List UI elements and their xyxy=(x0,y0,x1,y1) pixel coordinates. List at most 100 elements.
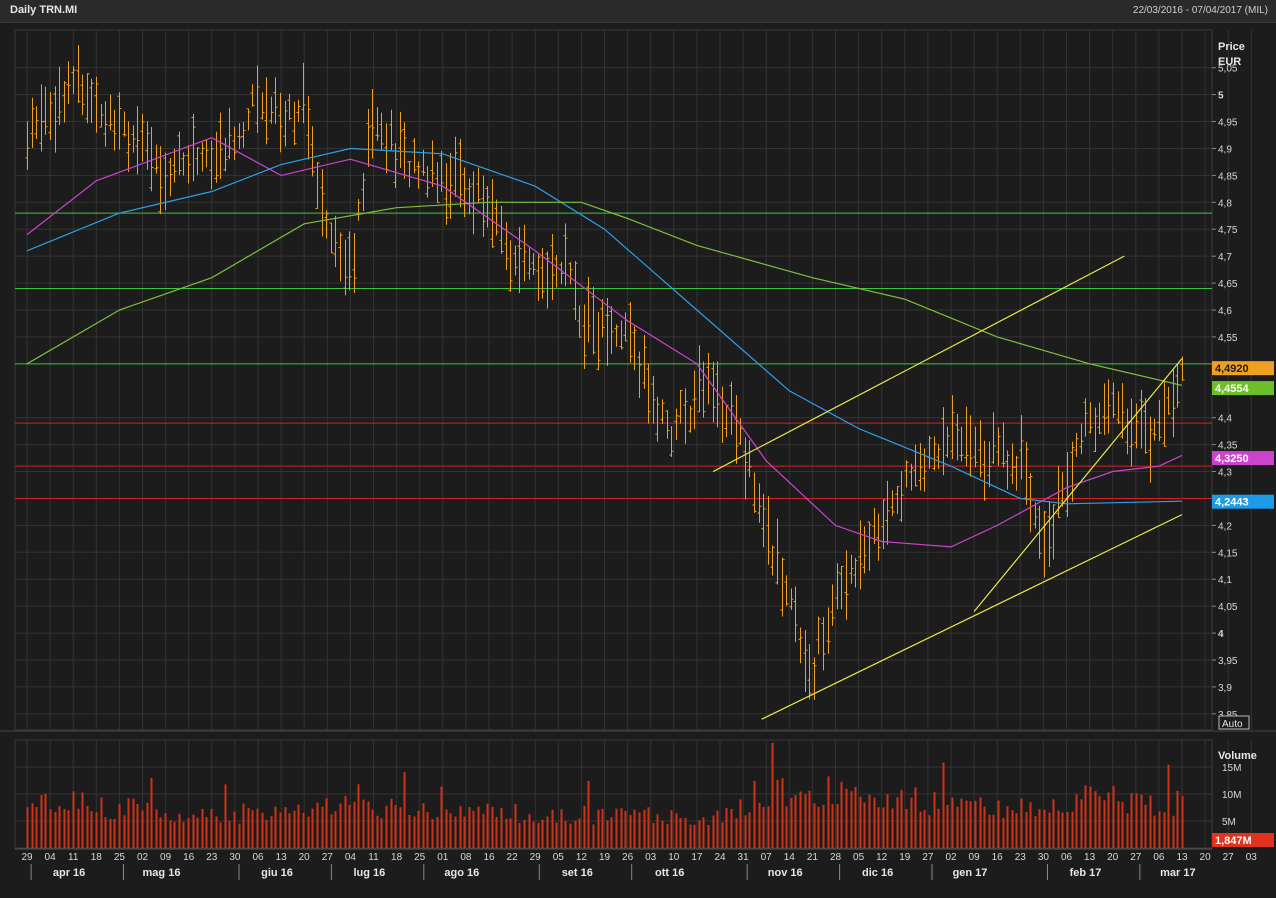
volume-bar xyxy=(261,812,264,848)
volume-bar xyxy=(100,797,103,848)
price-bar xyxy=(99,104,104,128)
volume-bar xyxy=(297,804,300,848)
price-bar xyxy=(1079,423,1084,455)
price-bar xyxy=(978,420,983,478)
price-bar xyxy=(435,161,440,204)
day-label: 29 xyxy=(21,852,33,863)
price-bar xyxy=(724,404,729,438)
volume-bar xyxy=(974,800,977,848)
volume-bar xyxy=(288,813,291,848)
price-bar xyxy=(890,490,895,517)
volume-bar xyxy=(390,798,393,848)
day-label: 03 xyxy=(1246,852,1258,863)
volume-bar xyxy=(491,806,494,848)
month-label: mar 17 xyxy=(1160,867,1195,879)
price-bar xyxy=(683,388,688,444)
volume-bar xyxy=(914,787,917,848)
day-label: 13 xyxy=(1084,852,1096,863)
price-bar xyxy=(973,426,978,468)
volume-bar xyxy=(449,813,452,848)
price-bar xyxy=(959,426,964,462)
volume-bar xyxy=(560,809,563,848)
price-bar xyxy=(688,405,693,433)
volume-bar xyxy=(808,790,811,848)
volume-bar xyxy=(376,815,379,848)
price-bar xyxy=(563,223,568,287)
price-bar xyxy=(711,361,716,423)
day-label: 20 xyxy=(299,852,311,863)
volume-bar xyxy=(758,802,761,848)
price-bar xyxy=(623,312,628,342)
price-tick-label: 4,4 xyxy=(1218,414,1232,425)
time-axis: 29 04 11 18 25 02 09 16 23 30 06 13 20 27 04 11 18 25 01 08… xyxy=(15,848,1258,880)
volume-bar xyxy=(293,810,296,848)
price-bar xyxy=(1106,379,1111,434)
moving-average-line xyxy=(26,147,1183,505)
day-label: 09 xyxy=(969,852,981,863)
price-bar xyxy=(964,406,969,467)
volume-bar xyxy=(344,795,347,848)
price-tick-label: 5 xyxy=(1218,91,1224,102)
price-bar xyxy=(1074,432,1079,457)
month-label: giu 16 xyxy=(261,867,293,879)
volume-bar xyxy=(1061,812,1064,848)
day-label: 18 xyxy=(391,852,403,863)
day-label: 11 xyxy=(68,852,79,863)
volume-bar xyxy=(477,806,480,848)
price-bar xyxy=(895,486,900,514)
volume-bar xyxy=(933,792,936,848)
price-bar xyxy=(1014,455,1019,491)
volume-bar xyxy=(118,803,121,848)
price-bar xyxy=(651,376,656,424)
price-bar xyxy=(85,73,90,124)
price-bar xyxy=(876,513,881,561)
price-bar xyxy=(103,101,108,147)
day-label: 28 xyxy=(830,852,842,863)
price-bar xyxy=(678,390,683,424)
price-bar xyxy=(195,147,200,176)
volume-bar xyxy=(26,807,29,848)
price-chart[interactable]: Price EUR 3,85 3,9 3,95 4 4,05 4,1 4,15 4,2 4,3 4,3… xyxy=(0,22,1276,898)
volume-bar xyxy=(67,810,70,848)
day-label: 13 xyxy=(1176,852,1188,863)
day-label: 21 xyxy=(807,852,819,863)
month-label: gen 17 xyxy=(953,867,988,879)
price-bar xyxy=(292,101,297,145)
volume-bar xyxy=(1066,811,1069,848)
price-bar xyxy=(57,66,62,126)
volume-bar xyxy=(1130,793,1133,848)
volume-bars xyxy=(26,742,1184,848)
price-bar xyxy=(168,157,173,197)
volume-bar xyxy=(169,820,172,848)
price-bar xyxy=(1093,407,1098,452)
price-tick-label: 3,95 xyxy=(1218,656,1238,667)
price-bar xyxy=(1180,356,1185,381)
price-tag-box xyxy=(1212,451,1274,466)
price-bar xyxy=(1143,398,1148,454)
day-label: 31 xyxy=(738,852,750,863)
volume-bar xyxy=(1112,785,1115,848)
day-label: 05 xyxy=(553,852,565,863)
volume-bar xyxy=(923,810,926,848)
price-bar xyxy=(416,161,421,189)
auto-button[interactable]: Auto xyxy=(1222,719,1243,730)
volume-bar xyxy=(863,802,866,848)
price-bar xyxy=(885,480,890,545)
volume-bar xyxy=(873,797,876,848)
volume-bar xyxy=(1080,799,1083,848)
volume-bar xyxy=(44,793,47,848)
price-bar xyxy=(614,324,619,347)
price-tag-box xyxy=(1212,494,1274,509)
volume-bar xyxy=(325,798,328,848)
day-label: 05 xyxy=(853,852,865,863)
day-label: 16 xyxy=(483,852,495,863)
price-bar xyxy=(320,168,325,237)
price-bar xyxy=(642,335,647,389)
price-bar xyxy=(94,76,99,133)
price-bar xyxy=(853,557,858,588)
volume-bar xyxy=(781,778,784,848)
volume-bar xyxy=(408,814,411,848)
price-bar xyxy=(237,123,242,150)
price-bar xyxy=(278,92,283,153)
volume-bar xyxy=(679,817,682,848)
